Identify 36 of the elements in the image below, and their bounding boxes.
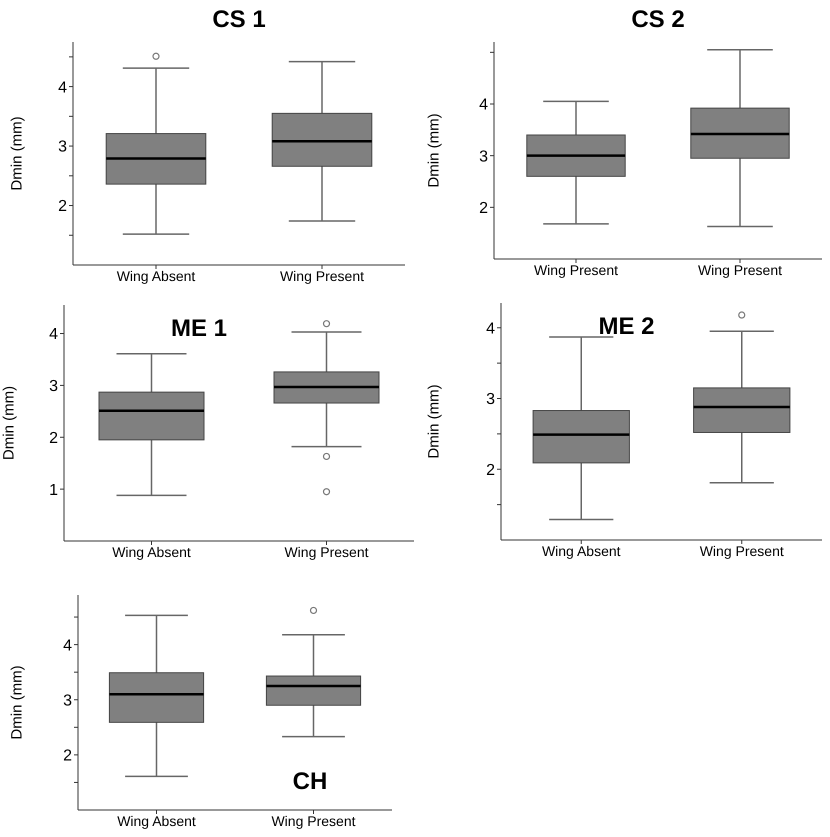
y-tick-label: 2 [49,430,58,447]
y-tick-label: 3 [63,692,72,710]
y-tick-label: 2 [479,200,488,218]
text: CH [292,768,328,796]
y-axis-title: Dmin (mm) [425,384,442,459]
y-tick-label: 3 [486,391,496,408]
y-tick-label: 2 [58,198,68,216]
y-tick-label: 4 [486,320,496,338]
y-tick-label: 4 [49,326,58,344]
x-tick-label: Wing Present [284,544,369,560]
y-tick-label: 3 [479,148,488,166]
chart-title: CS 1 [212,6,266,34]
x-tick-label: Wing Present [534,262,618,278]
y-axis-title: Dmin (mm) [8,665,26,740]
x-tick-label: Wing Present [271,812,356,829]
chart-title: ME 2 [598,313,655,341]
y-axis-title: Dmin (mm) [8,116,26,191]
x-tick-label: Wing Absent [542,542,621,559]
chart-title: ME 1 [170,315,228,343]
y-tick-label: 4 [479,96,488,114]
x-tick-label: Wing Absent [112,544,191,560]
x-tick-label: Wing Present [700,542,784,559]
x-tick-label: Wing Absent [117,812,196,829]
x-tick-label: Wing Present [698,262,782,278]
y-tick-label: 1 [49,482,58,499]
y-tick-label: 3 [49,378,58,396]
y-tick-label: 4 [63,637,72,654]
y-axis-title: Dmin (mm) [425,113,442,188]
x-tick-label: Wing Present [280,268,364,284]
chart-title: CS 2 [631,6,685,34]
y-tick-label: 4 [58,79,68,96]
y-tick-label: 2 [63,748,72,765]
y-axis-title: Dmin (mm) [0,386,18,460]
x-tick-label: Wing Absent [116,268,196,284]
y-tick-label: 3 [58,138,68,156]
y-tick-label: 2 [486,462,496,479]
